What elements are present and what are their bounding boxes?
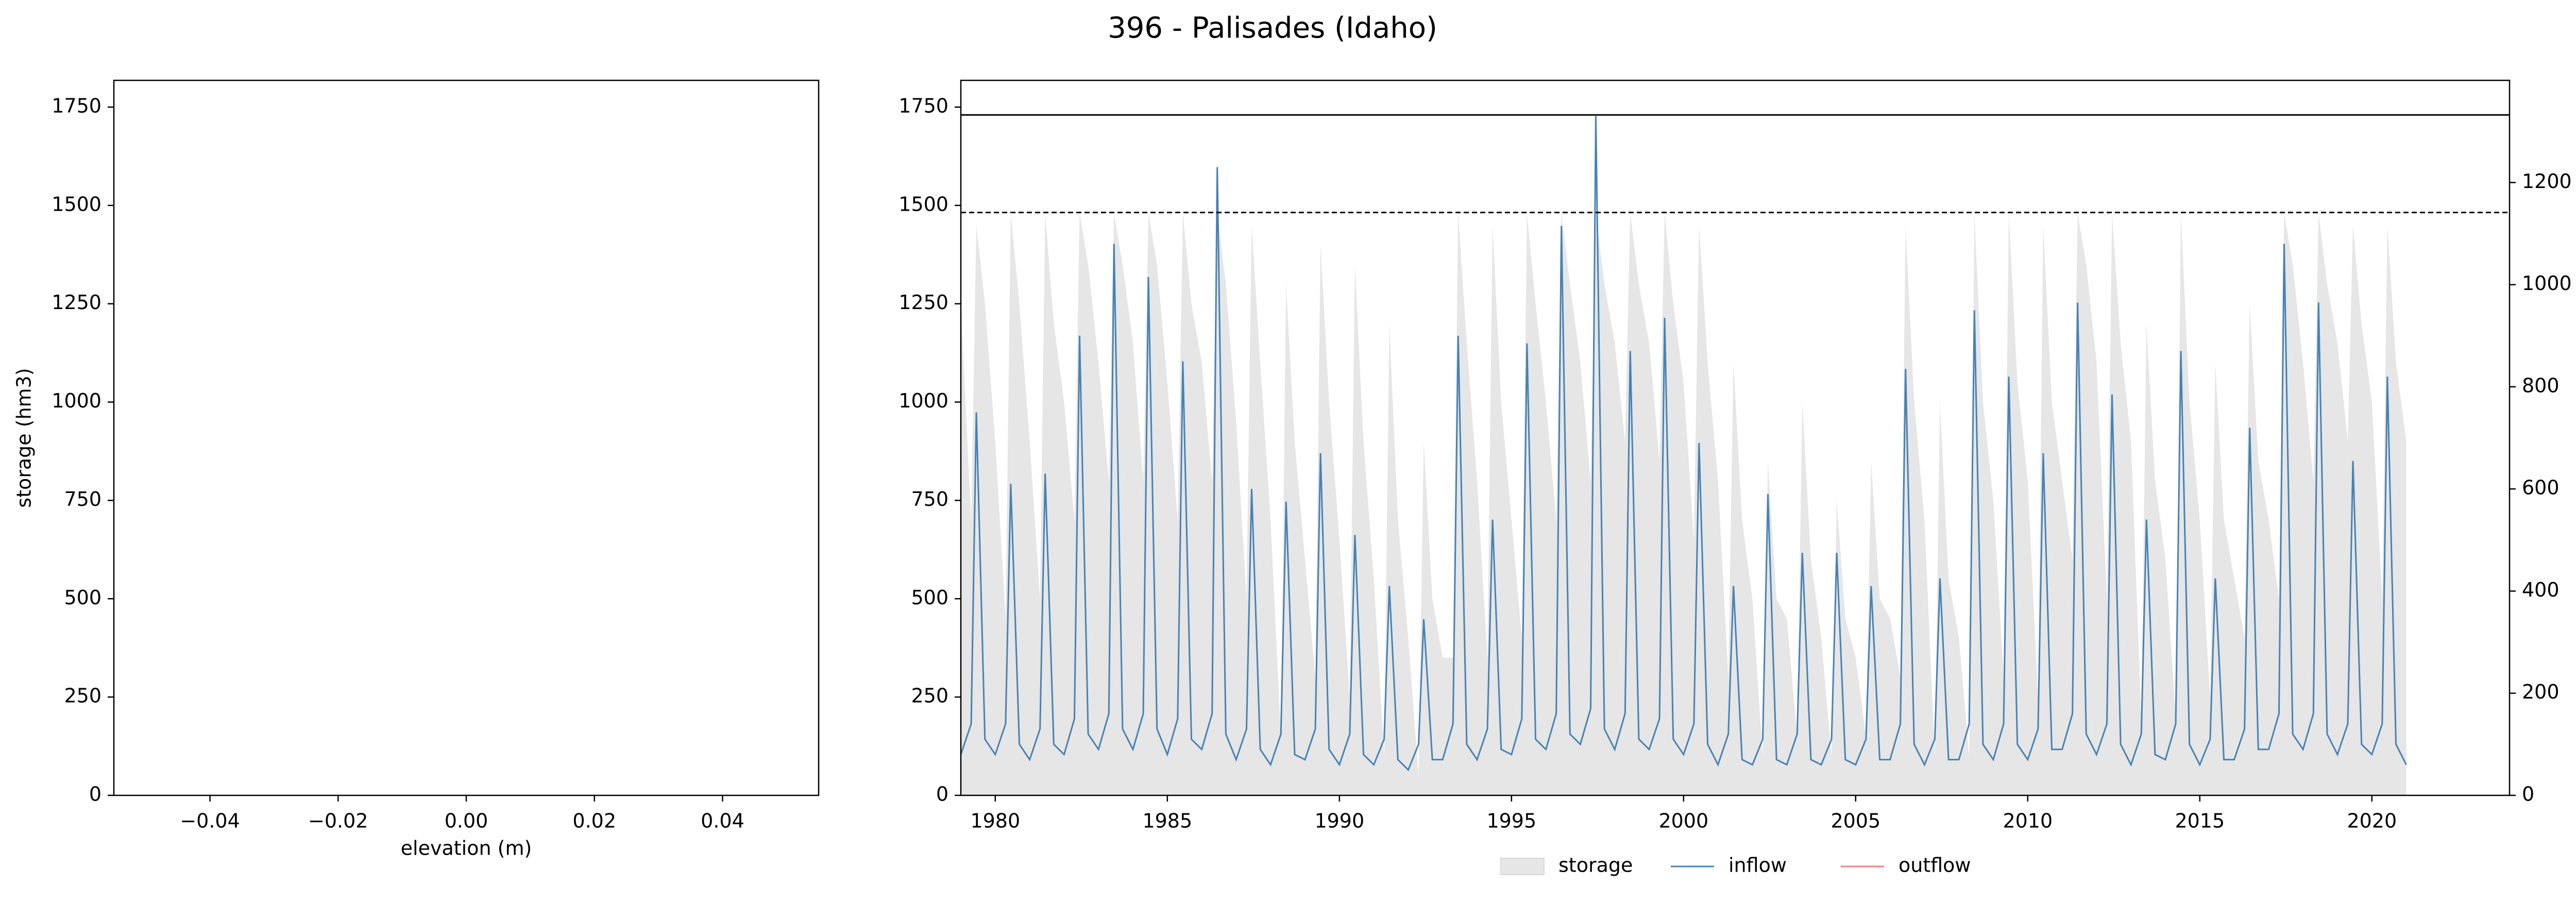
y-tick-label: 1250 bbox=[52, 291, 101, 314]
legend-swatch bbox=[1500, 858, 1545, 875]
x-tick-label: −0.04 bbox=[180, 810, 240, 832]
y-tick-label: 1000 bbox=[899, 389, 948, 412]
y-tick-label: 0 bbox=[936, 783, 948, 806]
x-tick-label: −0.02 bbox=[308, 810, 368, 832]
x-tick-label: 2005 bbox=[1831, 810, 1880, 832]
x-tick-label: 1990 bbox=[1314, 810, 1364, 832]
y-tick-label: 1500 bbox=[899, 193, 948, 215]
y-axis-label: storage (hm3) bbox=[13, 368, 36, 507]
storage-area bbox=[961, 213, 2406, 795]
legend-label: inflow bbox=[1728, 854, 1787, 877]
y-tick-label: 0 bbox=[89, 783, 101, 806]
legend-label: storage bbox=[1558, 854, 1633, 877]
y2-tick-label: 600 bbox=[2522, 476, 2560, 499]
y-tick-label: 500 bbox=[911, 586, 948, 609]
plot-frame bbox=[960, 79, 2511, 796]
x-tick-label: 2010 bbox=[2003, 810, 2053, 832]
x-tick-label: 1995 bbox=[1486, 810, 1536, 832]
y-tick-label: 1750 bbox=[52, 94, 101, 117]
plot-frame bbox=[113, 79, 820, 796]
y2-axis-label: flow (m3/s) bbox=[2574, 383, 2576, 493]
x-axis-label: elevation (m) bbox=[401, 837, 532, 860]
y-tick-label: 250 bbox=[911, 685, 948, 707]
inflow-line bbox=[961, 116, 2407, 772]
y2-tick-label: 200 bbox=[2522, 680, 2560, 703]
x-tick-label: 0.02 bbox=[572, 810, 616, 832]
figure-title: 396 - Palisades (Idaho) bbox=[1108, 11, 1437, 45]
y2-tick-label: 1200 bbox=[2522, 170, 2572, 193]
y-tick-label: 1750 bbox=[899, 94, 948, 117]
y-tick-label: 1000 bbox=[52, 389, 101, 412]
y2-tick-label: 0 bbox=[2522, 783, 2534, 806]
y-tick-label: 750 bbox=[64, 488, 101, 510]
y-tick-label: 1250 bbox=[899, 291, 948, 314]
y-tick-label: 750 bbox=[911, 488, 948, 510]
y-tick-label: 1500 bbox=[52, 193, 101, 215]
y-tick-label: 250 bbox=[64, 685, 101, 707]
plot-data bbox=[961, 114, 2510, 795]
x-tick-label: 1985 bbox=[1142, 810, 1192, 832]
x-tick-label: 1980 bbox=[970, 810, 1020, 832]
y2-tick-label: 800 bbox=[2522, 374, 2560, 397]
x-tick-label: 0.00 bbox=[445, 810, 488, 832]
x-tick-label: 0.04 bbox=[701, 810, 744, 832]
y2-tick-label: 1000 bbox=[2522, 272, 2572, 295]
x-tick-label: 2015 bbox=[2175, 810, 2225, 832]
y2-tick-label: 400 bbox=[2522, 578, 2560, 601]
legend-label: outflow bbox=[1899, 854, 1971, 877]
y-tick-label: 500 bbox=[64, 586, 101, 609]
x-tick-label: 2000 bbox=[1658, 810, 1708, 832]
x-tick-label: 2020 bbox=[2347, 810, 2397, 832]
